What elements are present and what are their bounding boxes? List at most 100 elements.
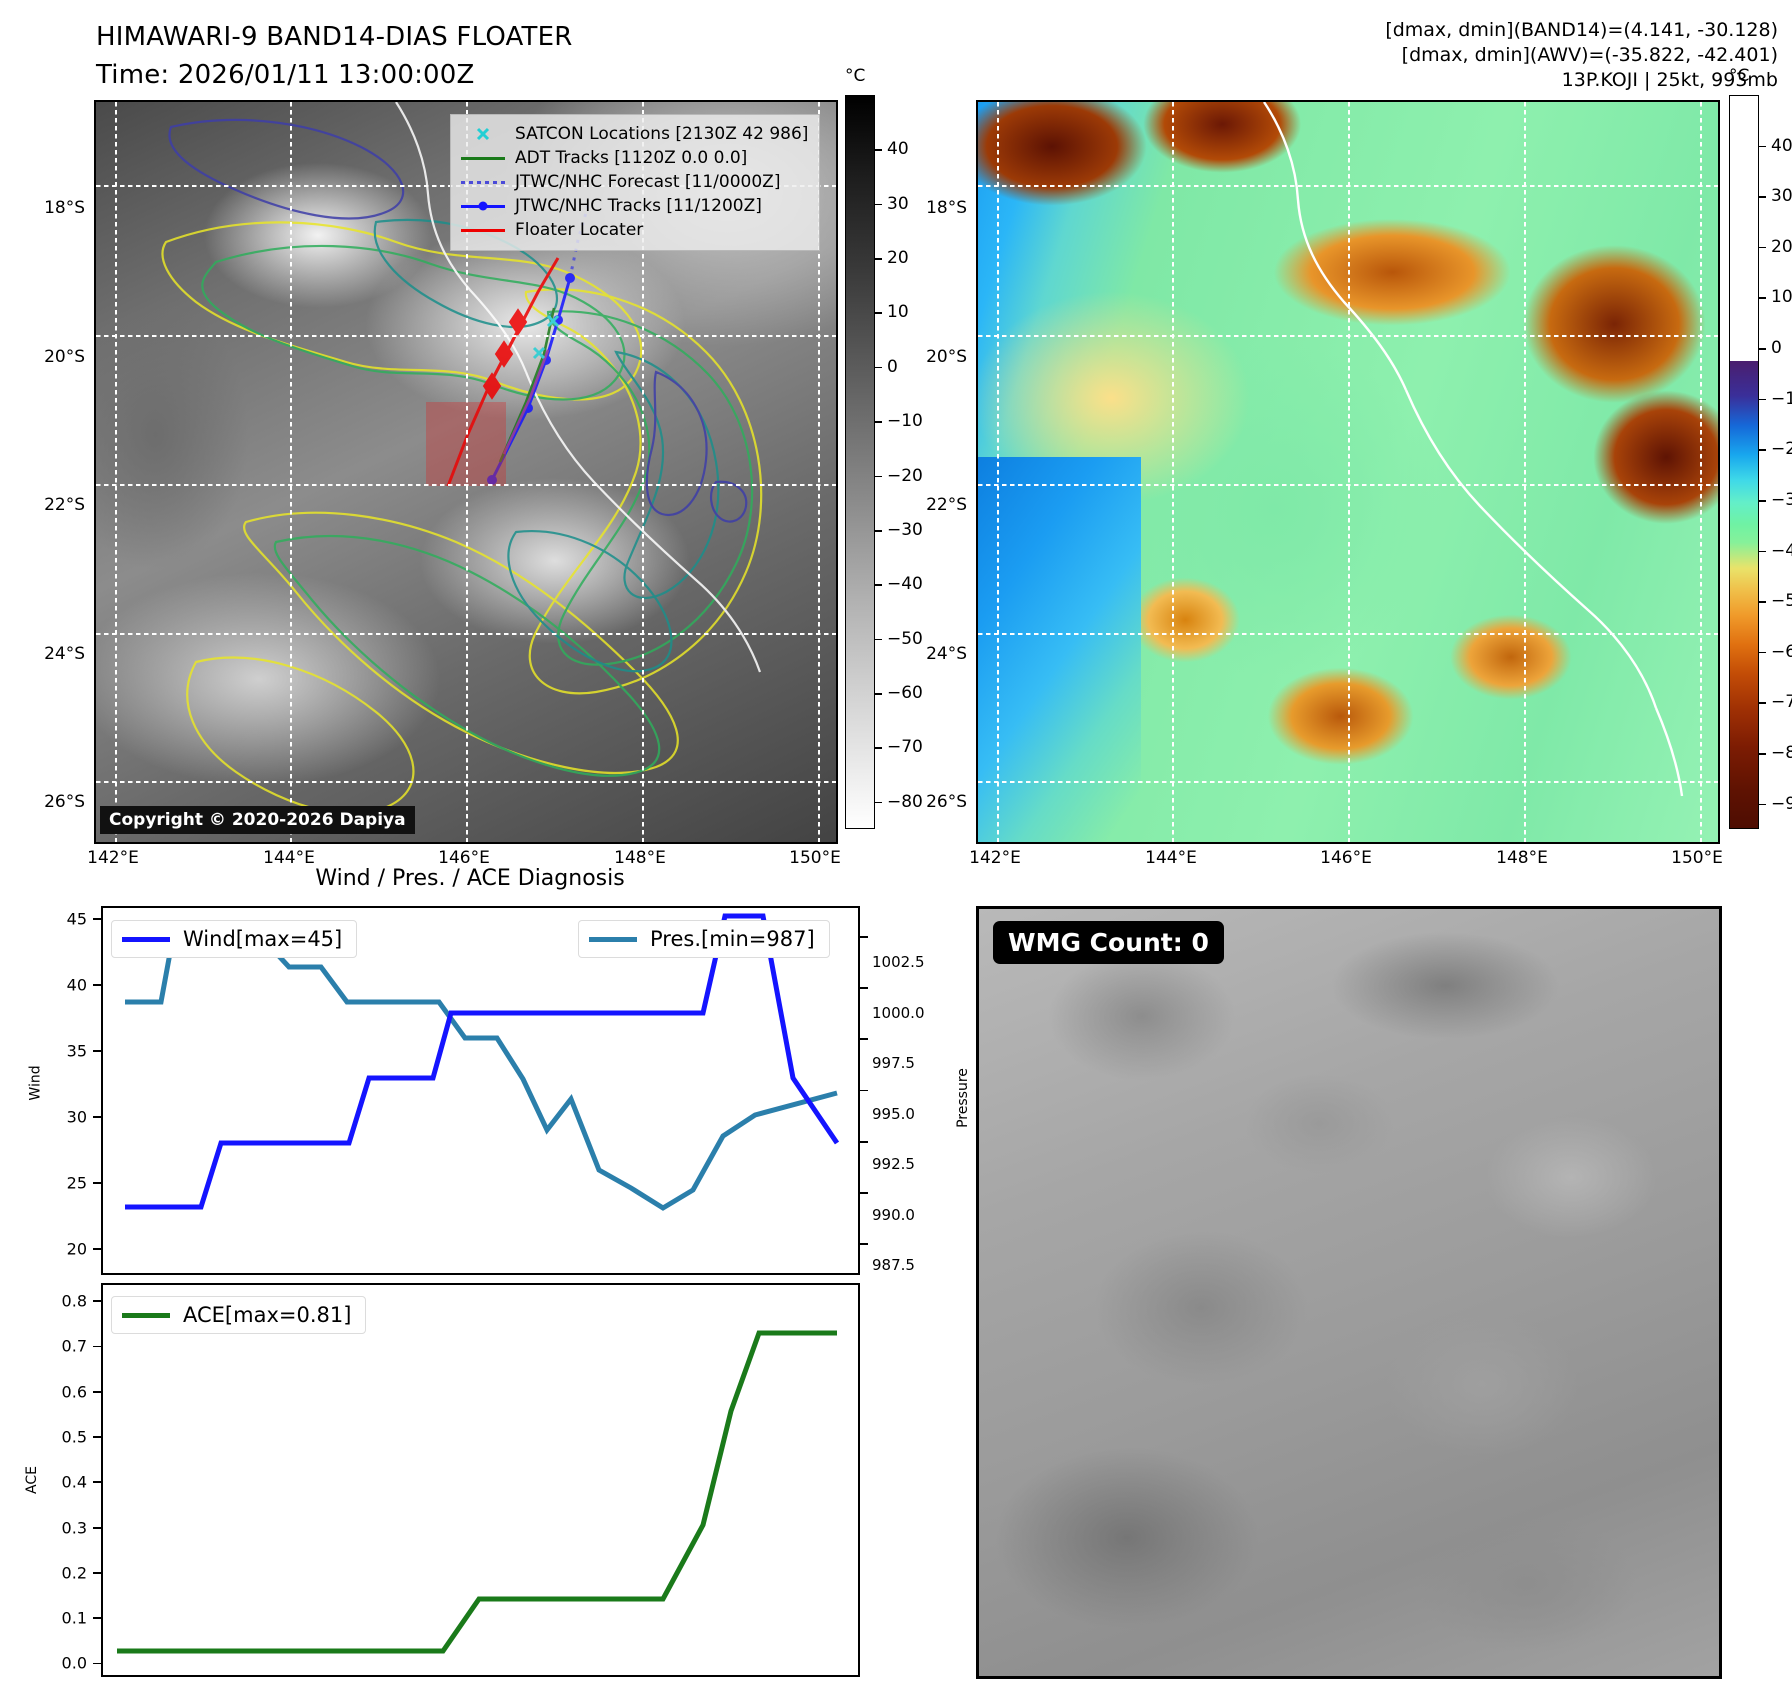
ace-legend-label: ACE[max=0.81]	[183, 1303, 352, 1327]
ir-colorbar-tickmark	[875, 421, 882, 423]
wmg-panel[interactable]: WMG Count: 0	[976, 906, 1722, 1679]
ace-ytick-tick-5: 0.5	[61, 1427, 87, 1447]
legend-label-adt: ADT Tracks [1120Z 0.0 0.0]	[515, 148, 748, 168]
ir-colorbar-tickmark	[875, 693, 882, 695]
wind-ytick-tick-1: 25	[66, 1173, 87, 1193]
pressure-legend[interactable]: Pres.[min=987]	[578, 920, 830, 958]
line-dot-swatch-icon	[460, 204, 506, 208]
ir-xtick-0: 142°E	[87, 848, 139, 868]
awv-colorbar-tickmark	[1759, 348, 1766, 350]
ir-map-legend[interactable]: SATCON Locations [2130Z 42 986] ADT Trac…	[450, 114, 821, 251]
legend-label-jtwc-forecast: JTWC/NHC Forecast [11/0000Z]	[515, 172, 781, 192]
wind-ytick-tickmark	[93, 1050, 101, 1052]
awv-colorbar-tickmark	[1759, 753, 1766, 755]
ace-ytick-tickmark	[93, 1481, 101, 1484]
wind-ytick-tick-4: 40	[66, 975, 87, 995]
meta-band14-range: [dmax, dmin](BAND14)=(4.141, -30.128)	[1385, 19, 1778, 41]
awv-colorbar-tick-11: −70	[1771, 692, 1792, 713]
awv-colorbar-tick-0: 40	[1771, 135, 1792, 156]
wind-ytick-tickmark	[93, 918, 101, 921]
wind-ytick-tickmark	[93, 1247, 101, 1250]
wmg-grayscale-image	[979, 909, 1719, 1676]
ir-colorbar-tick-4: 0	[887, 356, 898, 377]
awv-colorbar-tick-12: −80	[1771, 743, 1792, 764]
pres-ytick-1002-5: 1002.5	[872, 953, 925, 971]
wind-ytick-tick-2: 30	[66, 1107, 87, 1127]
ace-ytick-tick-6: 0.6	[61, 1382, 87, 1402]
awv-xtick-0: 142°E	[969, 848, 1021, 868]
metadata-block: [dmax, dmin](BAND14)=(4.141, -30.128) [d…	[1385, 18, 1778, 93]
ir-colorbar-tickmark	[875, 149, 882, 151]
ace-ytick-tickmark	[93, 1572, 101, 1574]
ir-colorbar-tickmark	[875, 366, 882, 369]
pressure-legend-swatch	[589, 936, 637, 942]
ir-colorbar-tickmark	[875, 529, 882, 532]
pres-ytick-tickmark	[860, 1243, 868, 1246]
pres-ytick-tickmark	[860, 1192, 868, 1194]
ace-ytick-tick-4: 0.4	[61, 1472, 87, 1492]
ir-colorbar-tick-5: −10	[887, 411, 923, 432]
legend-item-floater-locater[interactable]: Floater Locater	[460, 218, 808, 242]
wind-legend-swatch	[122, 936, 170, 942]
ir-colorbar-tick-0: 40	[887, 139, 909, 160]
wind-pressure-chart[interactable]	[101, 906, 860, 1275]
wind-ytick-tickmark	[93, 984, 101, 987]
ace-ytick-tick-0: 0.0	[61, 1653, 87, 1673]
ir-colorbar-tickmark	[875, 203, 882, 206]
awv-colorbar-tick-10: −60	[1771, 641, 1792, 662]
awv-xtick-3: 148°E	[1496, 848, 1548, 868]
diagnosis-chart-title: Wind / Pres. / ACE Diagnosis	[315, 866, 625, 891]
line-swatch-icon	[460, 156, 506, 160]
ace-legend-swatch	[122, 1312, 170, 1318]
ir-colorbar-tick-7: −30	[887, 519, 923, 540]
legend-item-jtwc-forecast[interactable]: JTWC/NHC Forecast [11/0000Z]	[460, 170, 808, 194]
ir-colorbar-tick-10: −60	[887, 683, 923, 704]
ir-colorbar-tickmark	[875, 801, 882, 804]
pres-ytick-987-5: 987.5	[872, 1256, 915, 1274]
wind-legend[interactable]: Wind[max=45]	[111, 920, 358, 958]
pres-ytick-tickmark	[860, 1089, 868, 1092]
dotted-line-swatch-icon	[460, 180, 506, 184]
ace-ytick-tickmark	[93, 1390, 101, 1393]
awv-colorbar-tickmark	[1759, 550, 1766, 553]
wind-ytick-tick-5: 45	[66, 909, 87, 929]
pres-ytick-990-0: 990.0	[872, 1206, 915, 1224]
page-title: HIMAWARI-9 BAND14-DIAS FLOATER	[96, 22, 573, 52]
awv-map[interactable]	[976, 100, 1720, 844]
ace-axis-label: ACE	[23, 1466, 40, 1494]
awv-coastline-overlay	[1263, 102, 1684, 797]
wind-ytick-tickmark	[93, 1116, 101, 1118]
legend-item-adt[interactable]: ADT Tracks [1120Z 0.0 0.0]	[460, 146, 808, 170]
ir-colorbar-tick-12: −80	[887, 791, 923, 812]
page-timestamp: Time: 2026/01/11 13:00:00Z	[96, 60, 475, 90]
awv-xtick-4: 150°E	[1671, 848, 1723, 868]
ace-chart[interactable]	[101, 1283, 860, 1677]
awv-colorbar[interactable]	[1729, 95, 1759, 829]
ir-colorbar[interactable]	[845, 95, 875, 829]
pres-ytick-tickmark	[860, 1140, 868, 1143]
legend-label-satcon: SATCON Locations [2130Z 42 986]	[515, 124, 809, 144]
legend-item-jtwc-tracks[interactable]: JTWC/NHC Tracks [11/1200Z]	[460, 194, 808, 218]
pres-ytick-tickmark	[860, 935, 868, 938]
ir-colorbar-tickmark	[875, 258, 882, 260]
ir-xtick-1: 144°E	[263, 848, 315, 868]
meta-storm-summary: 13P.KOJI | 25kt, 993mb	[1561, 69, 1778, 91]
ace-legend[interactable]: ACE[max=0.81]	[111, 1296, 367, 1334]
ir-ytick-2: 22°S	[44, 495, 85, 515]
wind-ytick-tick-3: 35	[66, 1041, 87, 1061]
legend-item-satcon[interactable]: SATCON Locations [2130Z 42 986]	[460, 122, 808, 146]
pres-ytick-1000-0: 1000.0	[872, 1004, 925, 1022]
pres-ytick-tickmark	[860, 1038, 868, 1041]
awv-colorbar-tick-4: 0	[1771, 338, 1782, 359]
ir-floater-map[interactable]: SATCON Locations [2130Z 42 986] ADT Trac…	[94, 100, 838, 844]
ir-ytick-1: 20°S	[44, 347, 85, 367]
ir-colorbar-tick-6: −20	[887, 465, 923, 486]
legend-label-jtwc-tracks: JTWC/NHC Tracks [11/1200Z]	[515, 196, 762, 216]
page-title-block: HIMAWARI-9 BAND14-DIAS FLOATER Time: 202…	[96, 18, 572, 94]
awv-colorbar-tick-5: −10	[1771, 388, 1792, 409]
awv-colorbar-tickmark	[1759, 702, 1766, 705]
awv-colorbar-tickmark	[1759, 297, 1766, 300]
meta-awv-range: [dmax, dmin](AWV)=(-35.822, -42.401)	[1401, 44, 1778, 66]
awv-xtick-1: 144°E	[1145, 848, 1197, 868]
